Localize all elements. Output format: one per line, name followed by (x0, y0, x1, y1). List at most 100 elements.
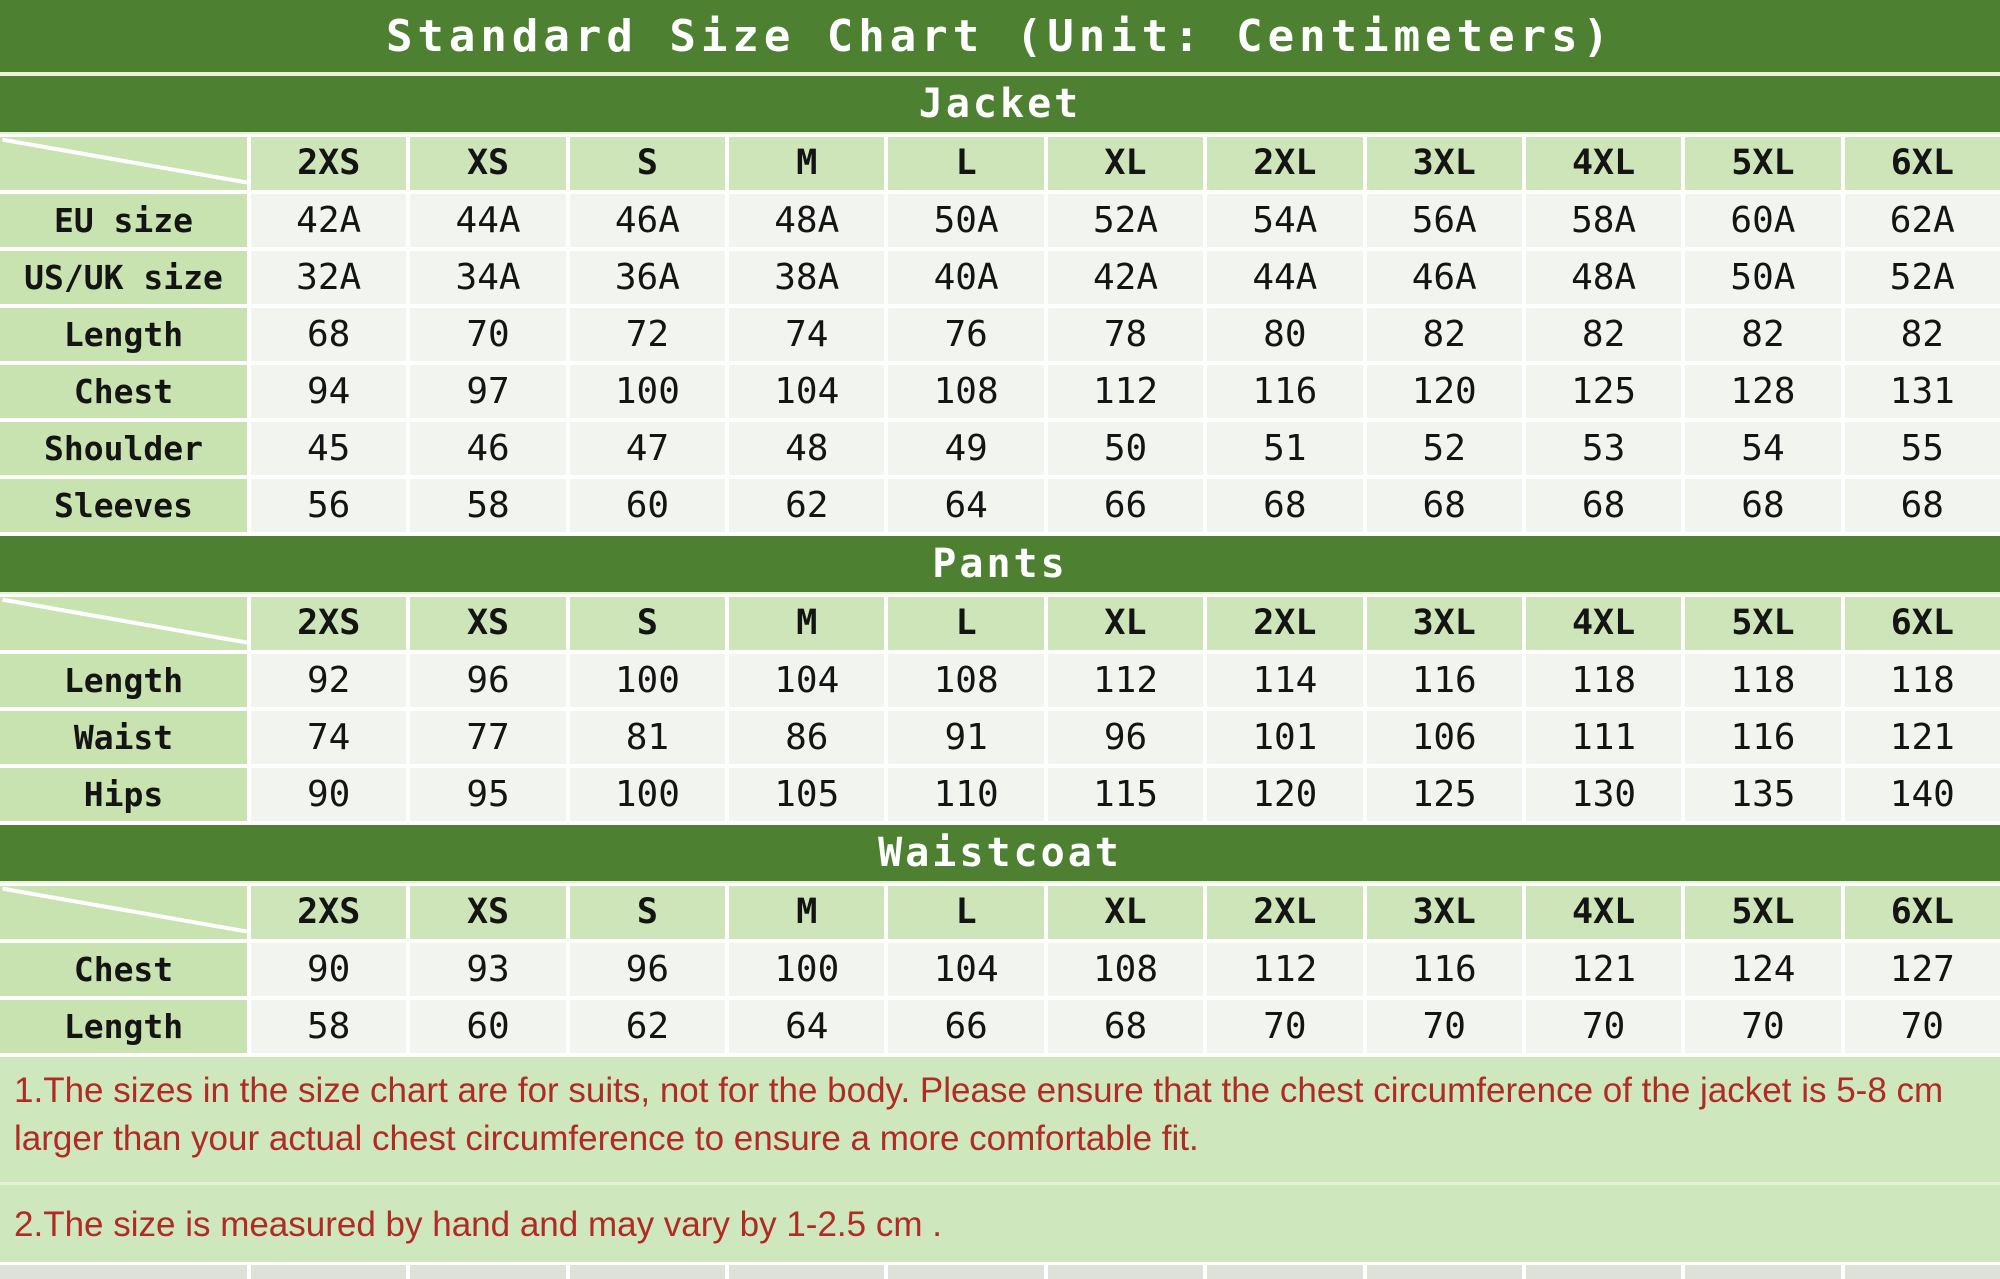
column-header-pants-2xl: 2XL (1207, 597, 1363, 650)
row-label-jacket: Length (0, 308, 247, 361)
data-cell: 68 (1685, 479, 1841, 532)
bottom-sliver-cell (410, 1265, 566, 1279)
column-header-waistcoat-4xl: 4XL (1525, 886, 1682, 939)
data-cell: 36A (569, 251, 726, 304)
data-cell: 112 (1047, 654, 1204, 707)
row-label-jacket: EU size (0, 194, 247, 247)
data-cell: 45 (251, 422, 407, 475)
row-label-jacket: Chest (0, 365, 247, 418)
data-cell: 90 (251, 943, 407, 996)
data-cell: 60 (410, 1000, 566, 1053)
data-cell: 112 (1047, 365, 1204, 418)
data-cell: 115 (1047, 768, 1204, 821)
data-cell: 68 (1207, 479, 1363, 532)
data-cell: 80 (1207, 308, 1363, 361)
data-cell: 131 (1844, 365, 2000, 418)
data-cell: 42A (1047, 251, 1204, 304)
data-cell: 116 (1685, 711, 1841, 764)
data-cell: 38A (729, 251, 885, 304)
bottom-sliver-cell (251, 1265, 407, 1279)
column-header-jacket-m: M (729, 137, 885, 190)
data-cell: 100 (569, 768, 726, 821)
data-cell: 70 (410, 308, 566, 361)
size-tables: Jacket 2XS XS S M L XL 2XL 3XL 4XL 5XL 6XL EU size 42… (0, 76, 2000, 1057)
data-cell: 68 (1366, 479, 1522, 532)
data-cell: 48A (729, 194, 885, 247)
data-cell: 62A (1844, 194, 2000, 247)
bottom-row-sliver (0, 1262, 2000, 1279)
data-cell: 108 (888, 654, 1044, 707)
data-cell: 100 (569, 365, 726, 418)
data-cell: 72 (569, 308, 726, 361)
row-label-pants: Hips (0, 768, 247, 821)
data-cell: 53 (1525, 422, 1682, 475)
section-banner-pants: Pants (0, 536, 2000, 594)
data-cell: 40A (888, 251, 1044, 304)
column-header-waistcoat-3xl: 3XL (1366, 886, 1522, 939)
footnote-1: 1.The sizes in the size chart are for su… (14, 1071, 1944, 1159)
row-label-waistcoat: Chest (0, 943, 247, 996)
diagonal-divider-icon (0, 137, 247, 190)
column-header-waistcoat-2xs: 2XS (251, 886, 407, 939)
row-label-jacket: Sleeves (0, 479, 247, 532)
data-cell: 116 (1366, 943, 1522, 996)
data-cell: 92 (251, 654, 407, 707)
data-cell: 56A (1366, 194, 1522, 247)
data-cell: 110 (888, 768, 1044, 821)
bottom-sliver-cell (1207, 1265, 1363, 1279)
data-cell: 52 (1366, 422, 1522, 475)
data-cell: 82 (1844, 308, 2000, 361)
data-cell: 58A (1525, 194, 1682, 247)
data-cell: 78 (1047, 308, 1204, 361)
corner-cell-jacket (0, 137, 247, 190)
bottom-sliver-cell (1366, 1265, 1522, 1279)
bottom-sliver-cell (1525, 1265, 1682, 1279)
column-header-jacket-s: S (569, 137, 726, 190)
data-cell: 91 (888, 711, 1044, 764)
column-header-pants-xl: XL (1047, 597, 1204, 650)
data-cell: 58 (410, 479, 566, 532)
diagonal-divider-icon (0, 597, 247, 650)
column-header-pants-l: L (888, 597, 1044, 650)
data-cell: 116 (1366, 654, 1522, 707)
page-title: Standard Size Chart (Unit: Centimeters) (0, 0, 2000, 72)
corner-cell-waistcoat (0, 886, 247, 939)
column-header-jacket-xl: XL (1047, 137, 1204, 190)
row-label-pants: Waist (0, 711, 247, 764)
data-cell: 77 (410, 711, 566, 764)
data-cell: 128 (1685, 365, 1841, 418)
data-cell: 118 (1525, 654, 1682, 707)
data-cell: 140 (1844, 768, 2000, 821)
data-cell: 64 (888, 479, 1044, 532)
data-cell: 108 (1047, 943, 1204, 996)
bottom-sliver-cell (0, 1265, 247, 1279)
data-cell: 135 (1685, 768, 1841, 821)
row-label-waistcoat: Length (0, 1000, 247, 1053)
data-cell: 94 (251, 365, 407, 418)
data-cell: 46A (569, 194, 726, 247)
column-header-waistcoat-5xl: 5XL (1685, 886, 1841, 939)
section-table-jacket: 2XS XS S M L XL 2XL 3XL 4XL 5XL 6XL EU size 42A 44A 46… (0, 134, 2000, 536)
data-cell: 62 (569, 1000, 726, 1053)
data-cell: 116 (1207, 365, 1363, 418)
column-header-waistcoat-m: M (729, 886, 885, 939)
data-cell: 52A (1844, 251, 2000, 304)
data-cell: 82 (1685, 308, 1841, 361)
data-cell: 50A (1685, 251, 1841, 304)
data-cell: 49 (888, 422, 1044, 475)
data-cell: 120 (1366, 365, 1522, 418)
data-cell: 64 (729, 1000, 885, 1053)
column-header-pants-3xl: 3XL (1366, 597, 1522, 650)
data-cell: 60A (1685, 194, 1841, 247)
data-cell: 82 (1366, 308, 1522, 361)
data-cell: 50A (888, 194, 1044, 247)
data-cell: 96 (1047, 711, 1204, 764)
footnote-2: 2.The size is measured by hand and may v… (14, 1204, 942, 1244)
column-header-jacket-2xs: 2XS (251, 137, 407, 190)
bottom-sliver-cell (888, 1265, 1044, 1279)
data-cell: 104 (729, 654, 885, 707)
data-cell: 125 (1525, 365, 1682, 418)
data-cell: 44A (1207, 251, 1363, 304)
column-header-waistcoat-xl: XL (1047, 886, 1204, 939)
title-separator (0, 72, 2000, 76)
